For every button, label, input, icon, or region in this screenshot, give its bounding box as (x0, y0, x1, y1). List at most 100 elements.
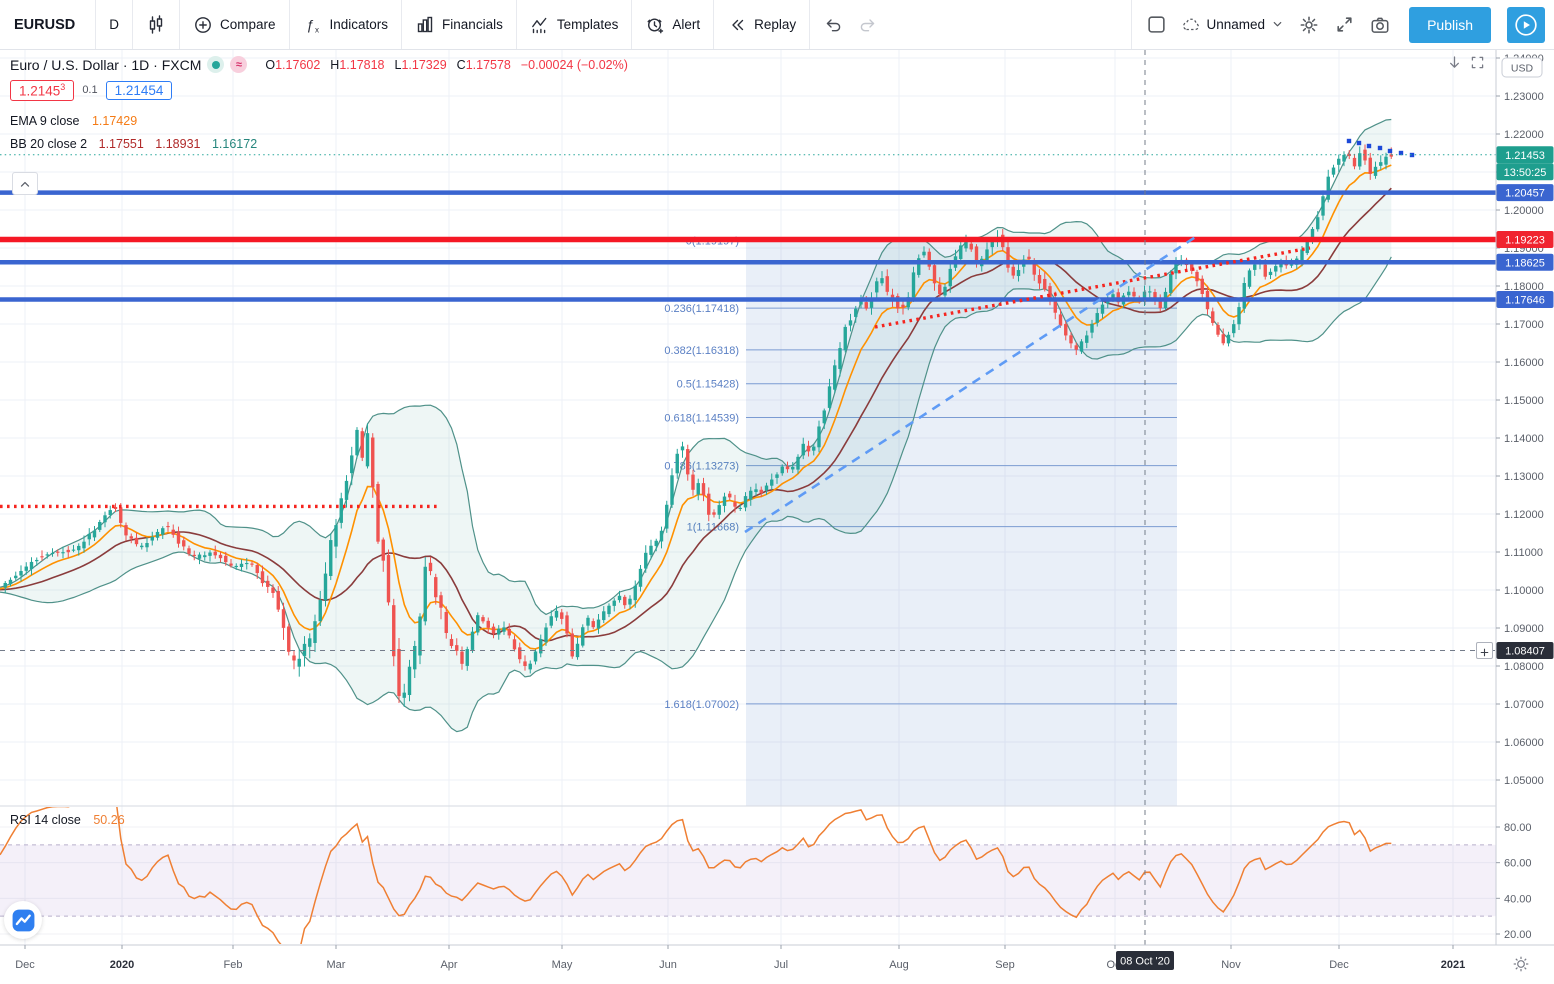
blue-dashed-trendline[interactable] (744, 234, 1198, 534)
svg-text:08 Oct '20: 08 Oct '20 (1120, 956, 1170, 968)
symbol-button[interactable]: EURUSD (14, 16, 76, 33)
chart-style-button[interactable] (133, 0, 179, 49)
symbol-legend-row[interactable]: Euro / U.S. Dollar · 1D · FXCM ≈ O1.1760… (10, 56, 628, 73)
fib-retracement-area (746, 240, 1177, 806)
svg-text:40.00: 40.00 (1504, 893, 1532, 905)
svg-text:1.14000: 1.14000 (1504, 433, 1544, 445)
toolbar-separator (713, 0, 715, 49)
svg-text:1.12000: 1.12000 (1504, 509, 1544, 521)
toolbar-separator (95, 0, 97, 49)
svg-text:0.236(1.17418): 0.236(1.17418) (664, 303, 739, 315)
chart-legend: Euro / U.S. Dollar · 1D · FXCM ≈ O1.1760… (10, 56, 628, 151)
indicator-lines (0, 118, 1392, 733)
svg-text:Dec: Dec (15, 959, 35, 971)
layout-name-label: Unnamed (1206, 17, 1266, 32)
replay-icon (727, 15, 747, 35)
svg-text:Mar: Mar (327, 959, 346, 971)
chevron-down-icon (1271, 18, 1284, 31)
tradingview-logo-button[interactable] (4, 901, 42, 939)
svg-text:13:50:25: 13:50:25 (1504, 167, 1547, 179)
ema-value: 1.17429 (91, 113, 138, 128)
crosshair-price-badge (1496, 642, 1554, 660)
svg-text:20.00: 20.00 (1504, 929, 1532, 941)
svg-text:1.18000: 1.18000 (1504, 281, 1544, 293)
svg-text:0.618(1.14539): 0.618(1.14539) (664, 413, 739, 425)
rsi-legend-row[interactable]: RSI 14 close 50.26 (10, 813, 125, 827)
svg-text:0.5(1.15428): 0.5(1.15428) (677, 379, 739, 391)
close-value: 1.17578 (465, 57, 511, 72)
market-status-icon (207, 56, 225, 73)
redo-button[interactable] (856, 0, 891, 49)
svg-text:0.382(1.16318): 0.382(1.16318) (664, 345, 739, 357)
svg-text:1(1.11668): 1(1.11668) (687, 522, 739, 534)
alert-clock-icon (645, 15, 665, 35)
svg-text:Sep: Sep (995, 959, 1015, 971)
bollinger-lower-line (0, 256, 1392, 733)
ask-price-button[interactable]: 1.21454 (105, 80, 173, 100)
svg-text:1.15000: 1.15000 (1504, 395, 1544, 407)
interval-button[interactable]: D (109, 17, 119, 32)
layout-select-icon[interactable] (1146, 14, 1167, 35)
scroll-down-icon[interactable] (1446, 54, 1463, 71)
replay-button[interactable]: Replay (714, 0, 809, 49)
svg-text:1.22000: 1.22000 (1504, 129, 1544, 141)
snapshot-camera-icon[interactable] (1369, 14, 1391, 36)
publish-button[interactable]: Publish (1409, 6, 1491, 43)
ema-legend-row[interactable]: EMA 9 close 1.17429 (10, 114, 628, 128)
price-axis[interactable] (1496, 49, 1554, 984)
add-order-plus-button[interactable] (1476, 642, 1493, 659)
alert-label: Alert (672, 17, 701, 32)
toolbar-separator (809, 0, 811, 49)
bb-upper-value: 1.18931 (155, 136, 201, 151)
indicators-label: Indicators (329, 17, 389, 32)
rsi-value: 50.26 (93, 813, 125, 827)
toolbar-right-group: Unnamed Publish (1132, 0, 1554, 49)
change-value: −0.00024 (−0.02%) (520, 57, 628, 72)
rsi-label: RSI 14 close (10, 813, 81, 827)
svg-text:1.17000: 1.17000 (1504, 319, 1544, 331)
settings-gear-icon[interactable] (1298, 14, 1320, 36)
svg-text:1.18625: 1.18625 (1505, 257, 1545, 269)
fullscreen-icon[interactable] (1334, 14, 1355, 35)
grid-lines (0, 50, 1496, 945)
price-axis-badges: 1.21453 13:50:25 1.20457 1.19223 1.18625 1.17… (1496, 146, 1554, 660)
blue-dot-markers[interactable] (1346, 138, 1415, 158)
high-value: 1.17818 (339, 57, 385, 72)
svg-text:Aug: Aug (889, 959, 909, 971)
delayed-data-icon: ≈ (230, 56, 248, 73)
currency-toggle-button[interactable] (1501, 57, 1543, 78)
symbol-title: Euro / U.S. Dollar · 1D · FXCM (10, 56, 202, 73)
legend-collapse-button[interactable] (12, 172, 38, 195)
financials-button[interactable]: Financials (402, 0, 516, 49)
svg-text:Jun: Jun (659, 959, 677, 971)
maximize-pane-icon[interactable] (1469, 54, 1486, 71)
layout-save-menu[interactable]: Unnamed (1181, 15, 1285, 35)
bid-price-button[interactable]: 1.21453 (10, 80, 75, 101)
svg-text:2020: 2020 (110, 959, 134, 971)
svg-text:ƒ: ƒ (306, 16, 314, 32)
templates-button[interactable]: Templates (517, 0, 632, 49)
low-value: 1.17329 (401, 57, 447, 72)
svg-text:May: May (552, 959, 573, 971)
timezone-settings-gear-icon[interactable] (1513, 956, 1529, 972)
level-badge (1496, 184, 1554, 202)
crosshair-date-badge (1116, 951, 1174, 970)
toolbar-separator (1130, 0, 1132, 49)
financials-icon (415, 15, 435, 35)
svg-text:1.07000: 1.07000 (1504, 699, 1544, 711)
svg-text:1.19223: 1.19223 (1505, 235, 1545, 247)
svg-text:1.23000: 1.23000 (1504, 91, 1544, 103)
alert-button[interactable]: Alert (632, 0, 713, 49)
bollinger-basis-line (0, 187, 1392, 642)
bb-legend-row[interactable]: BB 20 close 2 1.17551 1.18931 1.16172 (10, 137, 628, 151)
publish-play-button[interactable] (1507, 6, 1545, 43)
svg-text:1.13000: 1.13000 (1504, 471, 1544, 483)
compare-button[interactable]: Compare (180, 0, 289, 49)
svg-text:1.09000: 1.09000 (1504, 623, 1544, 635)
time-axis[interactable] (0, 945, 1496, 984)
undo-button[interactable] (810, 0, 856, 49)
svg-text:2021: 2021 (1441, 959, 1465, 971)
